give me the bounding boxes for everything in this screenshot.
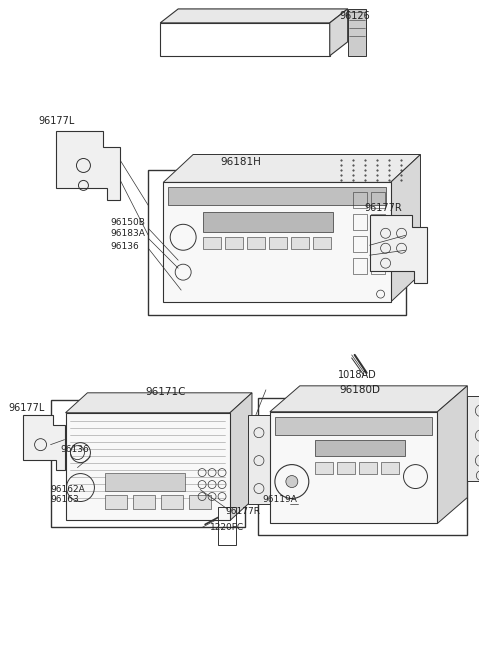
Bar (163, 183, 391, 302)
Text: 96183A: 96183A (110, 229, 145, 238)
Bar (313, 237, 331, 249)
Bar (189, 495, 211, 510)
Bar (218, 508, 236, 546)
Bar (291, 237, 309, 249)
Polygon shape (230, 393, 252, 521)
Text: 96177L: 96177L (9, 403, 45, 413)
Text: 96177R: 96177R (225, 507, 260, 516)
Bar (381, 462, 398, 474)
Text: 1220FC: 1220FC (210, 523, 244, 532)
Bar (371, 214, 384, 231)
Text: 96150B: 96150B (110, 218, 145, 227)
Polygon shape (23, 415, 64, 470)
Polygon shape (330, 9, 348, 56)
Bar (65, 413, 230, 521)
Bar (348, 9, 366, 56)
Bar (269, 237, 287, 249)
Bar (371, 258, 384, 274)
Bar (270, 412, 437, 523)
Bar (106, 495, 127, 510)
Polygon shape (468, 396, 480, 481)
Bar (336, 462, 355, 474)
Bar (133, 495, 155, 510)
Bar (161, 495, 183, 510)
Polygon shape (370, 215, 428, 283)
Bar (225, 237, 243, 249)
Text: 96136: 96136 (110, 242, 139, 251)
Bar (203, 212, 333, 233)
Bar (371, 236, 384, 252)
Bar (160, 23, 330, 56)
Bar (258, 398, 468, 535)
Text: 1018AD: 1018AD (338, 370, 376, 380)
Text: 96136: 96136 (60, 445, 89, 454)
Text: 96119A: 96119A (262, 495, 297, 504)
Circle shape (286, 476, 298, 487)
Bar (315, 462, 333, 474)
Text: 96181H: 96181H (220, 157, 261, 168)
Bar (353, 258, 367, 274)
Bar (50, 400, 245, 527)
Polygon shape (56, 130, 120, 200)
Text: 96171C: 96171C (145, 387, 186, 397)
Bar (353, 193, 367, 208)
Bar (371, 193, 384, 208)
Polygon shape (391, 155, 420, 302)
Bar (315, 440, 405, 456)
Polygon shape (270, 386, 468, 412)
Bar (247, 237, 265, 249)
Text: 96126: 96126 (340, 11, 371, 21)
Bar (275, 417, 432, 435)
Text: 96163: 96163 (50, 495, 79, 504)
Polygon shape (437, 386, 468, 523)
Bar (106, 472, 185, 491)
Polygon shape (160, 9, 348, 23)
Text: 96177R: 96177R (365, 203, 402, 214)
Polygon shape (65, 393, 252, 413)
Text: 96177L: 96177L (38, 115, 75, 126)
Bar (353, 214, 367, 231)
Text: 96180D: 96180D (340, 385, 381, 395)
Polygon shape (248, 415, 270, 504)
Bar (353, 236, 367, 252)
Bar (148, 170, 406, 315)
Bar (359, 462, 377, 474)
Bar (203, 237, 221, 249)
Text: 96162A: 96162A (50, 485, 85, 494)
Bar (168, 187, 385, 206)
Polygon shape (163, 155, 420, 183)
